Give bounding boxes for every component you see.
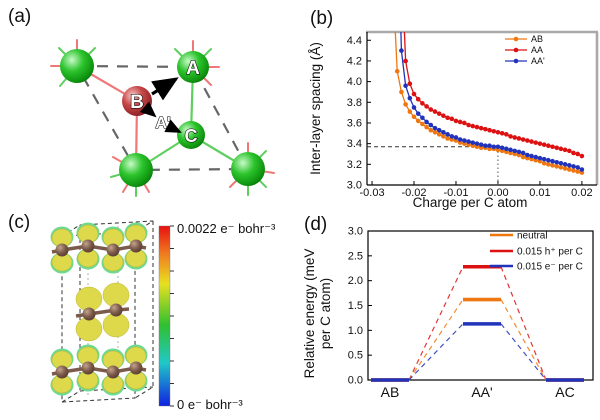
panel-c-isosurface: 0.0022 e⁻ bohr⁻³ 0 e⁻ bohr⁻³ <box>50 220 276 412</box>
atom-green-bottom-left <box>119 153 153 187</box>
arrow-b-to-a <box>151 77 179 101</box>
legend-d: neutral 0.015 h⁺ per C 0.015 e⁻ per C <box>490 231 583 273</box>
site-label-c: C <box>185 126 198 146</box>
panel-c-label: (c) <box>8 212 31 233</box>
isosurface-lobes <box>50 222 148 396</box>
y-tick-label: 3.0 <box>348 226 363 238</box>
colorbar-min-label: 0 e⁻ bohr⁻³ <box>177 397 243 412</box>
y-tick-label: 3.8 <box>347 97 362 109</box>
atom-green-bottom-right <box>231 152 265 186</box>
x-axis-title: Charge per C atom <box>413 195 528 210</box>
panel-b-label: (b) <box>310 8 334 29</box>
y-tick-label: 2.0 <box>348 275 363 287</box>
legend-entry-AA: AA <box>531 45 543 55</box>
x-tick-label: -0.01 <box>443 187 468 199</box>
panel-a-label: (a) <box>8 6 32 27</box>
y-tick-label: 1.0 <box>348 325 363 337</box>
panel-a-structure-diagram: A B C A' <box>50 39 275 197</box>
site-label-b: B <box>130 92 144 113</box>
atom-green-top-left <box>60 49 94 83</box>
site-label-a-prime: A' <box>155 115 170 132</box>
y-tick-label: 1.5 <box>348 300 363 312</box>
y-tick-label: 3.0 <box>347 180 362 192</box>
colorbar: 0.0022 e⁻ bohr⁻³ 0 e⁻ bohr⁻³ <box>158 221 276 412</box>
y-axis-title-line2: per C atom) <box>318 278 333 349</box>
arrow-b-to-a-prime <box>139 101 157 118</box>
series-AB <box>394 32 585 175</box>
category-label-AC: AC <box>555 384 574 400</box>
unit-cell-dashed-outline <box>75 64 250 172</box>
x-tick-label: 0.00 <box>487 187 508 199</box>
y-tick-label: 0.5 <box>348 350 363 362</box>
y-tick-label: 0.0 <box>348 375 363 387</box>
legend-entry-2: 0.015 e⁻ per C <box>517 262 583 273</box>
site-label-a: A <box>186 58 200 79</box>
atom-c <box>177 121 205 149</box>
atom-a <box>177 51 209 83</box>
levels-neutral <box>371 297 584 382</box>
x-tick-label: 0.01 <box>529 187 550 199</box>
levels-0.015 e⁻ per C <box>371 322 584 382</box>
panel-b-chart: -0.03 -0.02 -0.01 0.00 0.01 0.02 3.0 3.2 3.4 3.6 3… <box>308 30 599 210</box>
carbon-layers <box>51 239 147 379</box>
x-tick-label: -0.02 <box>401 187 426 199</box>
legend-entry-0: neutral <box>517 231 548 242</box>
panel-d-chart: 0.0 0.5 1.0 1.5 2.0 2.5 3.0 AB AA' AC neutral 0.015… <box>302 226 594 400</box>
y-axis-title: Inter-layer spacing (Å) <box>308 42 323 175</box>
x-tick-label: -0.03 <box>359 187 384 199</box>
legend-entry-AA': AA' <box>531 56 545 66</box>
arrow-a-prime-to-c <box>164 119 182 133</box>
y-tick-label: 4.4 <box>347 35 362 47</box>
category-label-AA': AA' <box>471 384 492 400</box>
y-tick-label: 4.2 <box>347 55 362 67</box>
colorbar-max-label: 0.0022 e⁻ bohr⁻³ <box>177 221 276 236</box>
series-AA' <box>399 32 585 172</box>
y-tick-label: 3.2 <box>347 159 362 171</box>
y-tick-label: 3.6 <box>347 117 362 129</box>
y-tick-label: 3.4 <box>347 138 362 150</box>
shift-arrows <box>139 77 182 133</box>
x-tick-label: 0.02 <box>571 187 592 199</box>
y-axis-title-line1: Relative energy (meV <box>302 249 317 379</box>
y-tick-label: 2.5 <box>348 250 363 262</box>
legend-entry-1: 0.015 h⁺ per C <box>517 247 583 258</box>
legend-entry-AB: AB <box>531 34 543 44</box>
category-label-AB: AB <box>381 384 400 400</box>
panel-d-label: (d) <box>304 214 328 235</box>
y-tick-label: 4.0 <box>347 76 362 88</box>
series-AA <box>403 32 585 159</box>
